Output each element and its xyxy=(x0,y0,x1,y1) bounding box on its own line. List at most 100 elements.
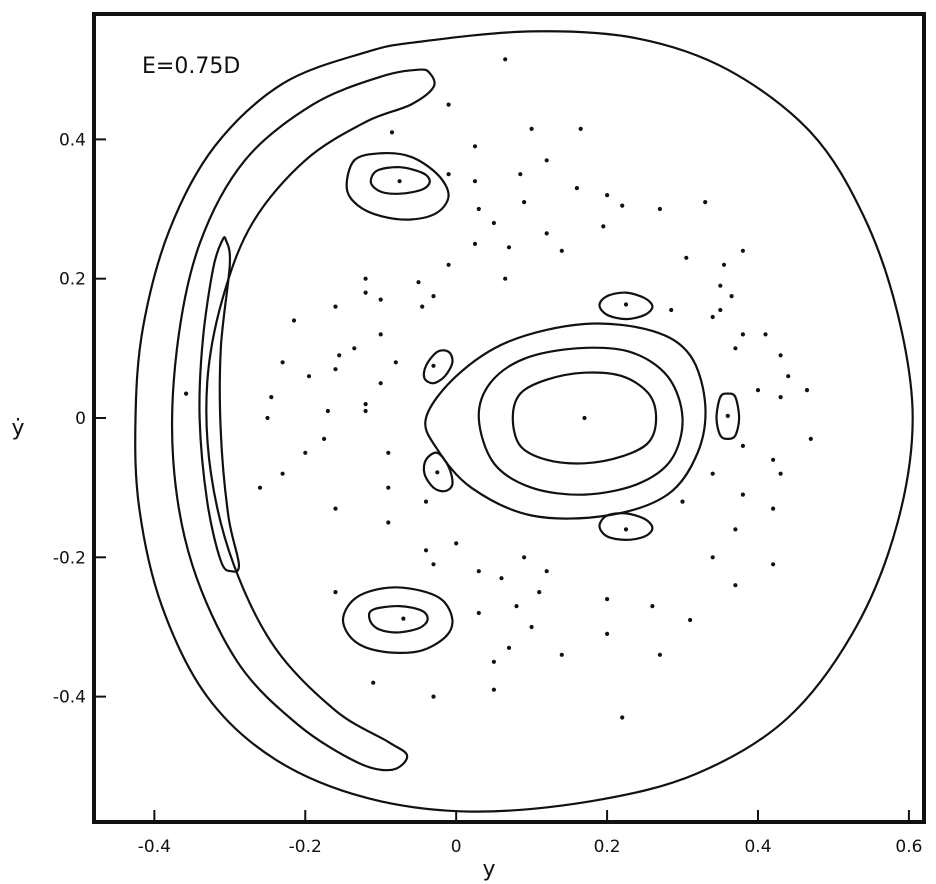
contour-inner-crescent xyxy=(198,236,241,573)
data-point xyxy=(184,391,189,396)
contour-upper-island-outer xyxy=(345,152,450,221)
data-point xyxy=(291,318,297,323)
x-tick-label: 0.4 xyxy=(744,837,771,857)
data-point xyxy=(740,492,746,497)
contour-central-inner xyxy=(511,371,658,465)
data-point xyxy=(544,569,549,574)
data-point xyxy=(454,541,459,546)
y-tick-label: -0.4 xyxy=(53,688,86,708)
y-tick-label: 0.4 xyxy=(59,130,86,150)
data-point xyxy=(371,680,376,685)
x-tick-label: 0 xyxy=(451,837,462,857)
data-point xyxy=(257,485,263,490)
data-point xyxy=(280,360,285,365)
data-point xyxy=(401,616,406,621)
data-point xyxy=(559,248,564,253)
x-tick-label: -0.2 xyxy=(289,837,322,857)
data-point xyxy=(476,610,481,616)
data-point xyxy=(721,262,727,267)
data-point xyxy=(303,450,308,455)
contour-small-island-3 xyxy=(598,291,654,321)
data-point xyxy=(680,499,685,504)
data-point xyxy=(725,413,730,418)
data-point xyxy=(804,388,810,393)
data-point xyxy=(578,126,583,131)
data-point xyxy=(386,520,391,525)
data-point xyxy=(650,604,655,609)
data-point xyxy=(518,172,523,177)
data-point xyxy=(265,415,270,421)
points-layer xyxy=(184,57,813,720)
x-axis-label: y xyxy=(482,857,495,882)
energy-annotation: E=0.75D xyxy=(142,54,240,79)
data-point xyxy=(472,144,478,149)
data-point xyxy=(446,102,451,107)
contour-central-middle xyxy=(477,346,684,496)
contour-lower-island-outer xyxy=(341,586,454,654)
data-point xyxy=(472,241,478,246)
plot-frame xyxy=(92,12,926,824)
data-point xyxy=(503,276,508,281)
contours-layer xyxy=(134,30,914,813)
data-point xyxy=(446,172,451,177)
data-point xyxy=(352,346,357,351)
data-point xyxy=(431,694,436,699)
contour-outer-crescent xyxy=(170,68,436,772)
data-point xyxy=(499,576,504,581)
data-point xyxy=(397,179,402,184)
contour-small-island-2 xyxy=(422,451,454,493)
data-point xyxy=(386,450,391,455)
data-point xyxy=(472,179,478,184)
data-point xyxy=(506,645,512,651)
data-point xyxy=(389,130,395,135)
data-point xyxy=(688,617,693,623)
data-point xyxy=(333,304,338,309)
contour-small-island-1 xyxy=(422,349,454,385)
data-point xyxy=(740,248,746,253)
data-point xyxy=(601,224,606,229)
data-point xyxy=(605,631,610,637)
data-point xyxy=(582,415,587,421)
contour-small-island-4 xyxy=(598,512,654,541)
data-point xyxy=(657,206,663,212)
data-point xyxy=(740,332,746,337)
data-point xyxy=(476,569,481,574)
data-point xyxy=(491,220,496,226)
data-point xyxy=(386,485,391,490)
data-point xyxy=(416,280,421,285)
data-point xyxy=(771,457,776,462)
data-point xyxy=(333,367,338,372)
x-tick-label: 0.6 xyxy=(895,837,922,857)
data-point xyxy=(431,363,436,368)
data-point xyxy=(605,193,610,198)
data-point xyxy=(378,332,383,337)
data-point xyxy=(684,255,689,260)
data-point xyxy=(506,245,512,250)
data-point xyxy=(544,158,549,163)
data-point xyxy=(620,203,625,208)
data-point xyxy=(710,555,715,560)
data-point xyxy=(778,353,783,358)
x-tick-label: -0.4 xyxy=(138,837,171,857)
data-point xyxy=(620,715,625,720)
data-point xyxy=(431,562,436,567)
data-point xyxy=(363,408,368,414)
y-tick-label: 0.2 xyxy=(59,270,86,290)
data-point xyxy=(491,687,496,692)
contour-central-outer xyxy=(424,322,707,520)
data-point xyxy=(446,262,451,267)
data-point xyxy=(522,200,527,205)
data-point xyxy=(771,562,776,567)
data-point xyxy=(420,304,425,309)
data-point xyxy=(325,408,330,414)
y-axis-label: ẏ xyxy=(11,416,24,441)
data-point xyxy=(718,283,723,288)
data-point xyxy=(733,346,738,351)
contour-small-island-5 xyxy=(715,392,741,440)
data-point xyxy=(623,527,629,532)
data-point xyxy=(378,381,383,386)
data-point xyxy=(522,555,527,560)
data-point xyxy=(733,583,738,588)
data-point xyxy=(503,57,508,62)
